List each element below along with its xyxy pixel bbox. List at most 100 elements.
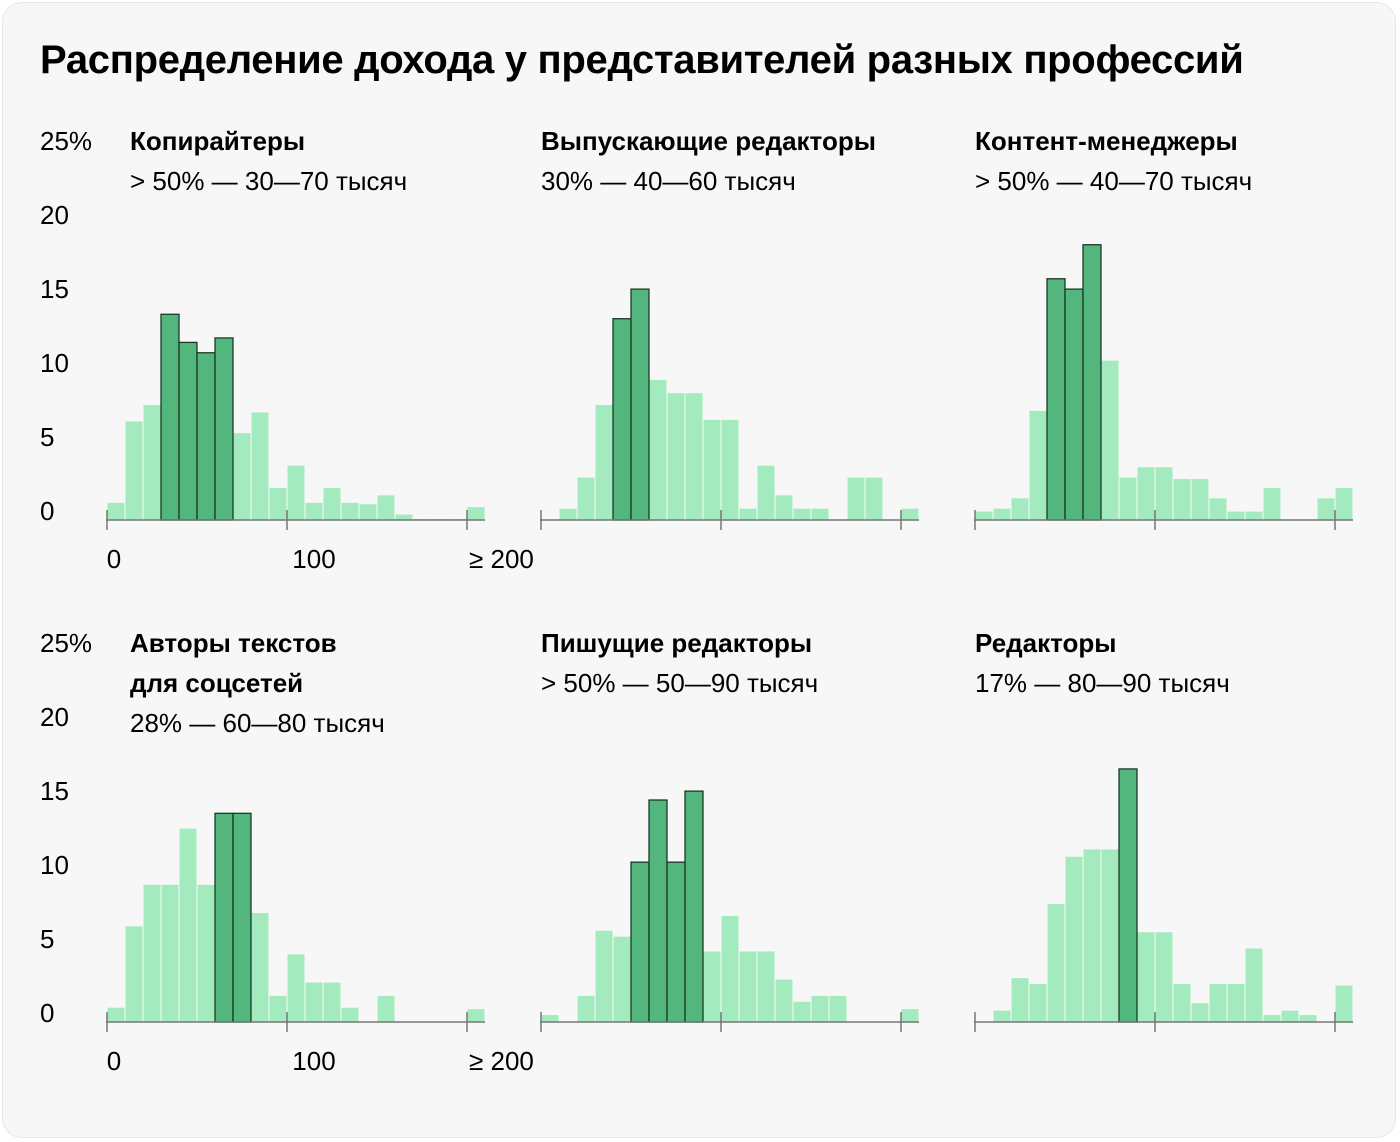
bar <box>594 404 614 521</box>
bar <box>1316 497 1336 521</box>
bar-highlighted <box>648 799 668 1023</box>
bar <box>974 510 994 521</box>
panel-title: Пишущие редакторы <box>541 628 812 658</box>
bar <box>1334 984 1354 1023</box>
bar <box>1244 947 1264 1023</box>
bar <box>1010 497 1030 521</box>
bar-highlighted <box>1118 768 1138 1023</box>
bar <box>864 476 884 521</box>
panel-subtitle: 17% — 80—90 тысяч <box>975 668 1230 698</box>
bar <box>1226 510 1246 521</box>
bar <box>1262 486 1282 521</box>
x-tick-label: 100 <box>292 1046 335 1076</box>
panel-title: Копирайтеры <box>130 126 305 156</box>
y-tick-label: 15 <box>40 274 69 304</box>
bar <box>1100 848 1120 1023</box>
bar <box>1046 903 1066 1023</box>
x-tick-label: ≥ 200 <box>469 1046 534 1076</box>
bar <box>1118 476 1138 521</box>
bar <box>992 1009 1012 1023</box>
bar <box>792 507 812 521</box>
bar <box>1298 1014 1318 1023</box>
panel-subtitle: > 50% — 40—70 тысяч <box>975 166 1252 196</box>
bar <box>702 950 722 1023</box>
bar <box>720 418 740 521</box>
bar-highlighted <box>684 790 704 1023</box>
bar <box>1136 466 1156 521</box>
bar <box>702 418 722 521</box>
bar <box>576 476 596 521</box>
bar-highlighted <box>214 812 234 1023</box>
bar <box>846 476 866 521</box>
bar <box>1010 977 1030 1023</box>
x-tick-label: 0 <box>107 544 121 574</box>
bar-highlighted <box>630 288 650 521</box>
bar <box>810 507 830 521</box>
bar <box>1028 983 1048 1023</box>
bar <box>340 501 360 521</box>
bar <box>756 464 776 521</box>
bar <box>1064 855 1084 1023</box>
panel-subtitle: > 50% — 50—90 тысяч <box>541 668 818 698</box>
bar <box>268 994 288 1023</box>
bar <box>268 486 288 521</box>
bar <box>1334 486 1354 521</box>
bar <box>142 404 162 521</box>
bar-highlighted <box>1082 244 1102 521</box>
bar <box>322 486 342 521</box>
bar <box>304 501 324 521</box>
bar <box>828 994 848 1023</box>
bar-highlighted <box>666 861 686 1023</box>
y-tick-label: 25% <box>40 628 92 658</box>
bar-highlighted <box>214 337 234 521</box>
bar <box>1208 983 1228 1023</box>
y-tick-label: 0 <box>40 496 54 526</box>
bar <box>774 978 794 1023</box>
panel-title: Авторы текстов для соцсетей <box>130 628 337 698</box>
panel-subtitle: 28% — 60—80 тысяч <box>130 708 385 738</box>
bar <box>106 1006 126 1023</box>
bar <box>1172 983 1192 1023</box>
panel-subtitle: > 50% — 30—70 тысяч <box>130 166 407 196</box>
bar <box>466 506 486 521</box>
bar <box>250 411 270 521</box>
bar <box>1172 478 1192 521</box>
bar <box>1154 466 1174 521</box>
bar <box>1208 497 1228 521</box>
bar-highlighted <box>160 313 180 521</box>
y-tick-label: 10 <box>40 850 69 880</box>
bar <box>142 883 162 1023</box>
bar <box>720 914 740 1023</box>
bar <box>1280 1009 1300 1023</box>
bar <box>1190 478 1210 521</box>
bar <box>1082 848 1102 1023</box>
bar <box>1262 1014 1282 1023</box>
y-tick-label: 10 <box>40 348 69 378</box>
bar <box>124 925 144 1023</box>
bar <box>340 1006 360 1023</box>
x-tick-label: ≥ 200 <box>469 544 534 574</box>
bar-highlighted <box>612 318 632 521</box>
bar <box>1226 983 1246 1023</box>
y-tick-label: 5 <box>40 422 54 452</box>
bar <box>738 950 758 1023</box>
bar <box>558 507 578 521</box>
bar <box>684 392 704 521</box>
y-tick-label: 15 <box>40 776 69 806</box>
panel-title: Выпускающие редакторы <box>541 126 876 156</box>
bar <box>648 378 668 521</box>
y-tick-label: 5 <box>40 924 54 954</box>
bar <box>1136 931 1156 1023</box>
bar <box>774 494 794 521</box>
bar <box>900 1008 920 1023</box>
bar <box>540 1014 560 1023</box>
bar <box>792 1000 812 1023</box>
bar <box>304 981 324 1023</box>
bar-highlighted <box>1064 288 1084 521</box>
panel-title: Редакторы <box>975 628 1117 658</box>
bar <box>738 507 758 521</box>
bar <box>160 883 180 1023</box>
x-tick-label: 100 <box>292 544 335 574</box>
x-tick-label: 0 <box>107 1046 121 1076</box>
